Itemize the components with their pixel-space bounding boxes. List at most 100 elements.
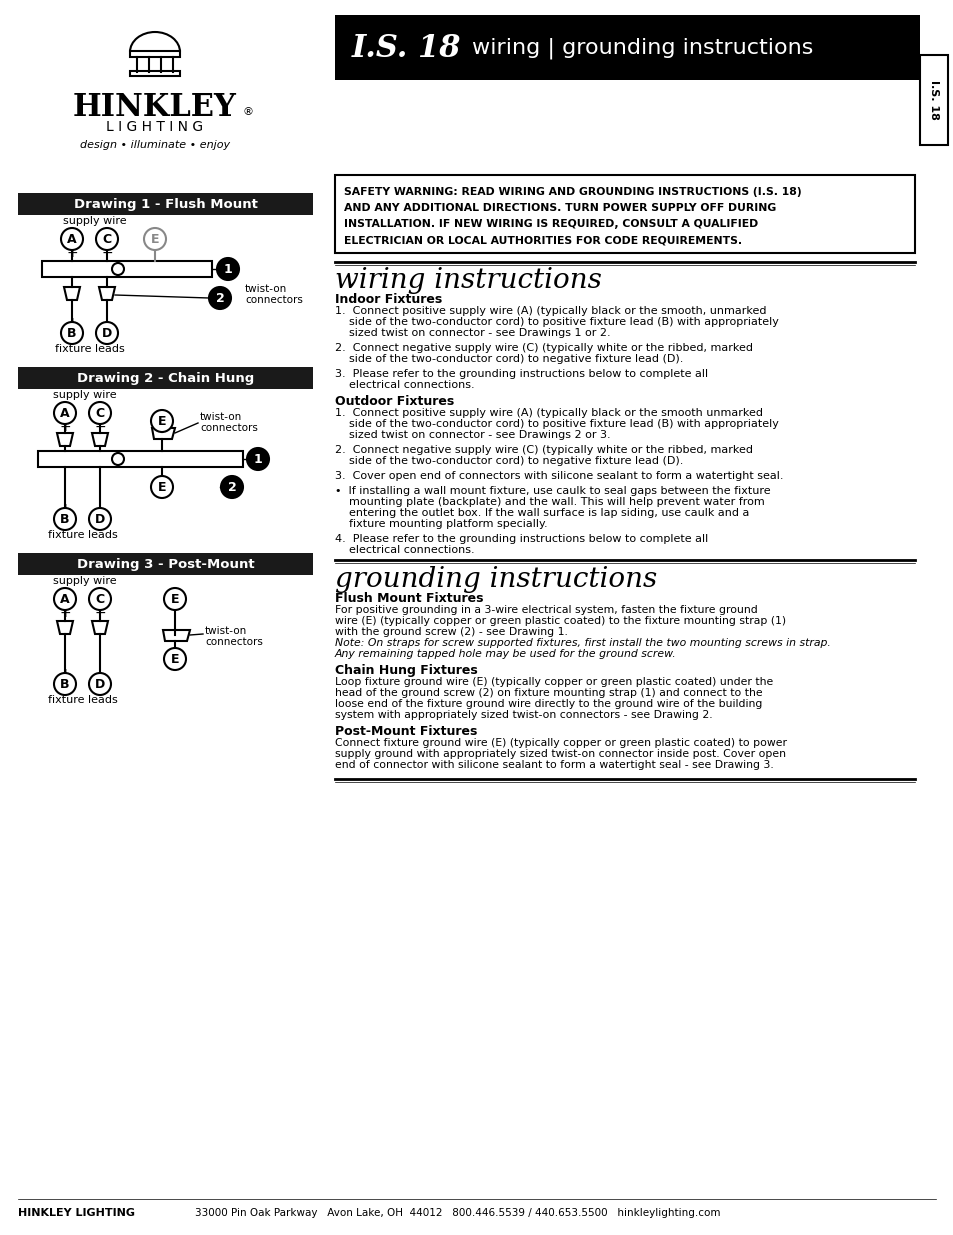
Text: 1: 1 [223,263,233,275]
Text: +: + [59,667,71,680]
Bar [18,367,313,389]
Text: SAFETY WARNING: READ WIRING AND GROUNDING INSTRUCTIONS (I.S. 18): SAFETY WARNING: READ WIRING AND GROUNDIN… [344,186,801,198]
Text: +: + [59,606,71,620]
Text: C: C [95,593,105,605]
Text: −: − [94,606,106,620]
Circle shape [61,228,83,249]
Text: Chain Hung Fixtures: Chain Hung Fixtures [335,664,477,677]
Circle shape [61,322,83,345]
Text: 1.  Connect positive supply wire (A) (typically black or the smooth unmarked: 1. Connect positive supply wire (A) (typ… [335,408,762,417]
Text: −: − [94,501,106,516]
Text: D: D [94,513,105,526]
Bar [18,193,313,215]
Bar [38,451,243,467]
Text: −: − [101,316,112,330]
Text: INSTALLATION. IF NEW WIRING IS REQUIRED, CONSULT A QUALIFIED: INSTALLATION. IF NEW WIRING IS REQUIRED,… [344,219,758,228]
Text: side of the two-conductor cord) to negative fixture lead (D).: side of the two-conductor cord) to negat… [335,456,682,466]
Text: +: + [66,246,78,261]
Text: fixture leads: fixture leads [55,345,125,354]
Text: Outdoor Fixtures: Outdoor Fixtures [335,395,454,408]
Bar [335,15,919,80]
Text: wiring | grounding instructions: wiring | grounding instructions [472,37,813,59]
Text: side of the two-conductor cord) to negative fixture lead (D).: side of the two-conductor cord) to negat… [335,354,682,364]
Text: twist-on: twist-on [200,412,242,422]
Circle shape [151,410,172,432]
Text: AND ANY ADDITIONAL DIRECTIONS. TURN POWER SUPPLY OFF DURING: AND ANY ADDITIONAL DIRECTIONS. TURN POWE… [344,203,776,212]
Text: wiring instructions: wiring instructions [335,267,601,294]
Text: system with appropriately sized twist-on connectors - see Drawing 2.: system with appropriately sized twist-on… [335,710,712,720]
Text: C: C [102,232,112,246]
Circle shape [89,588,111,610]
Text: connectors: connectors [200,424,257,433]
Circle shape [247,448,269,471]
Text: 1.  Connect positive supply wire (A) (typically black or the smooth, unmarked: 1. Connect positive supply wire (A) (typ… [335,306,765,316]
Text: loose end of the fixture ground wire directly to the ground wire of the building: loose end of the fixture ground wire dir… [335,699,761,709]
Circle shape [164,588,186,610]
Circle shape [96,322,118,345]
Text: Loop fixture ground wire (E) (typically copper or green plastic coated) under th: Loop fixture ground wire (E) (typically … [335,677,773,687]
Text: D: D [102,326,112,340]
Text: A: A [60,406,70,420]
Text: fixture leads: fixture leads [48,695,118,705]
Text: −: − [94,667,106,680]
Text: E: E [171,652,179,666]
Text: E: E [157,480,166,494]
Text: 2.  Connect negative supply wire (C) (typically white or the ribbed, marked: 2. Connect negative supply wire (C) (typ… [335,343,752,353]
Circle shape [89,403,111,424]
Text: grounding instructions: grounding instructions [335,566,657,593]
Text: 4.  Please refer to the grounding instructions below to complete all: 4. Please refer to the grounding instruc… [335,534,707,543]
Circle shape [54,673,76,695]
Text: with the ground screw (2) - see Drawing 1.: with the ground screw (2) - see Drawing … [335,627,567,637]
Text: 3.  Please refer to the grounding instructions below to complete all: 3. Please refer to the grounding instruc… [335,369,707,379]
Text: A: A [67,232,77,246]
Bar [18,553,313,576]
Text: Drawing 1 - Flush Mount: Drawing 1 - Flush Mount [73,198,257,210]
Circle shape [164,648,186,671]
Text: •  If installing a wall mount fixture, use caulk to seal gaps between the fixtur: • If installing a wall mount fixture, us… [335,487,770,496]
Text: sized twist on connector - see Drawings 1 or 2.: sized twist on connector - see Drawings … [335,329,610,338]
Text: L I G H T I N G: L I G H T I N G [107,120,203,135]
Text: D: D [94,678,105,690]
Text: supply wire: supply wire [53,390,116,400]
Text: Note: On straps for screw supported fixtures, first install the two mounting scr: Note: On straps for screw supported fixt… [335,638,830,648]
Text: Indoor Fixtures: Indoor Fixtures [335,293,442,306]
Circle shape [96,228,118,249]
Text: side of the two-conductor cord) to positive fixture lead (B) with appropriately: side of the two-conductor cord) to posit… [335,419,778,429]
Text: +: + [59,501,71,516]
Text: connectors: connectors [245,295,302,305]
Bar [919,56,947,144]
Circle shape [144,228,166,249]
Circle shape [54,508,76,530]
Text: Flush Mount Fixtures: Flush Mount Fixtures [335,592,483,605]
Text: I.S. 18: I.S. 18 [928,80,938,120]
Circle shape [209,287,231,309]
Text: fixture mounting platform specially.: fixture mounting platform specially. [335,519,547,529]
Text: end of connector with silicone sealant to form a watertight seal - see Drawing 3: end of connector with silicone sealant t… [335,760,773,769]
Text: side of the two-conductor cord) to positive fixture lead (B) with appropriately: side of the two-conductor cord) to posit… [335,317,778,327]
Text: E: E [157,415,166,427]
Text: E: E [151,232,159,246]
Text: sized twist on connector - see Drawings 2 or 3.: sized twist on connector - see Drawings … [335,430,610,440]
Text: For positive grounding in a 3-wire electrical system, fasten the fixture ground: For positive grounding in a 3-wire elect… [335,605,757,615]
Text: 1: 1 [253,452,262,466]
Text: electrical connections.: electrical connections. [335,380,475,390]
Text: head of the ground screw (2) on fixture mounting strap (1) and connect to the: head of the ground screw (2) on fixture … [335,688,761,698]
Text: electrical connections.: electrical connections. [335,545,475,555]
Text: HINKLEY LIGHTING: HINKLEY LIGHTING [18,1208,135,1218]
Text: twist-on: twist-on [245,284,287,294]
Bar [335,175,914,253]
Text: −: − [101,246,112,261]
Text: 2: 2 [215,291,224,305]
Text: supply wire: supply wire [63,216,127,226]
Bar [42,261,212,277]
Circle shape [54,588,76,610]
Text: E: E [171,593,179,605]
Text: mounting plate (backplate) and the wall. This will help prevent water from: mounting plate (backplate) and the wall.… [335,496,764,508]
Text: fixture leads: fixture leads [48,530,118,540]
Text: −: − [94,420,106,433]
Circle shape [54,403,76,424]
Text: +: + [66,316,78,330]
Circle shape [221,475,243,498]
Text: Drawing 3 - Post-Mount: Drawing 3 - Post-Mount [76,557,254,571]
Text: supply wire: supply wire [53,576,116,585]
